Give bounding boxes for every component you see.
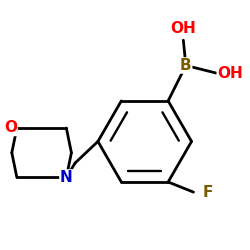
Text: B: B: [180, 58, 192, 73]
Text: OH: OH: [217, 66, 243, 80]
Text: F: F: [202, 184, 212, 200]
Text: O: O: [4, 120, 17, 136]
Text: OH: OH: [170, 21, 196, 36]
Text: N: N: [60, 170, 73, 185]
